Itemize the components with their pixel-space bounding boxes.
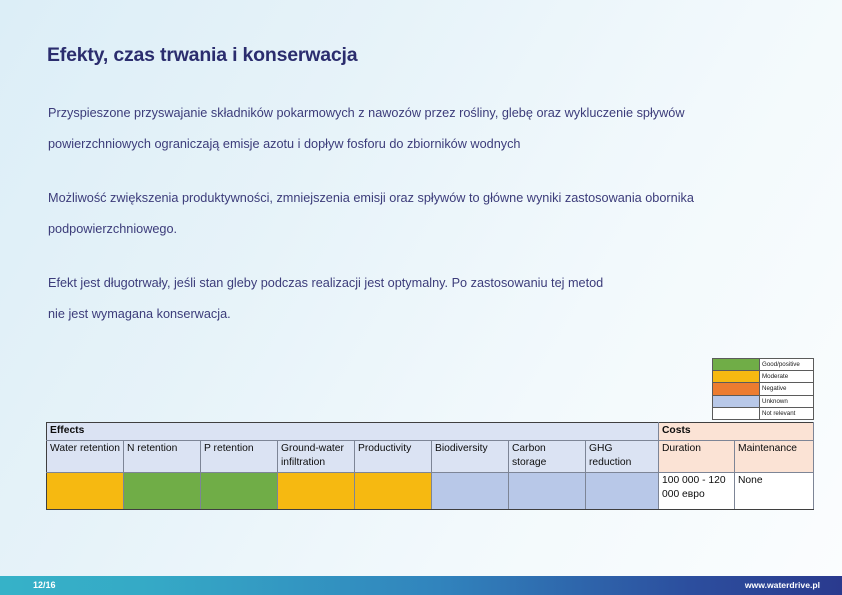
- column-header-carbon-storage: Carbon storage: [508, 439, 586, 473]
- rating-cell-water-retention: [46, 471, 124, 510]
- column-header-groundwater-infiltration: Ground-water infiltration: [277, 439, 355, 473]
- column-header-duration: Duration: [658, 439, 735, 473]
- legend-label-moderate: Moderate: [762, 373, 789, 381]
- value-cell-maintenance: None: [734, 471, 814, 510]
- column-header-maintenance: Maintenance: [734, 439, 814, 473]
- column-header-productivity: Productivity: [354, 439, 432, 473]
- section-header-effects: Effects: [46, 422, 659, 441]
- table-row: 100 000 - 120 000 евро None: [46, 471, 814, 510]
- paragraph-line: Przyspieszone przyswajanie składników po…: [48, 106, 685, 120]
- rating-cell-biodiversity: [431, 471, 509, 510]
- legend-swatch-negative: [713, 383, 760, 395]
- legend-item-good: Good/positive: [713, 359, 813, 372]
- page-title: Efekty, czas trwania i konserwacja: [47, 44, 358, 66]
- column-header-ghg-reduction: GHG reduction: [585, 439, 659, 473]
- legend-swatch-moderate: [713, 371, 760, 383]
- body-paragraph-3: Efekt jest długotrwały, jeśli stan gleby…: [48, 268, 788, 330]
- legend-label-notrelevant: Not relevant: [762, 409, 796, 417]
- paragraph-line: nie jest wymagana konserwacja.: [48, 307, 231, 321]
- column-header-p-retention: P retention: [200, 439, 278, 473]
- legend-swatch-notrelevant: [713, 407, 760, 419]
- rating-cell-groundwater-infiltration: [277, 471, 355, 510]
- table-section-row: Effects Costs: [46, 422, 814, 441]
- body-paragraph-1: Przyspieszone przyswajanie składników po…: [48, 98, 788, 160]
- footer-url: www.waterdrive.pl: [744, 580, 820, 590]
- paragraph-line: Efekt jest długotrwały, jeśli stan gleby…: [48, 276, 604, 290]
- body-paragraph-2: Możliwość zwiększenia produktywności, zm…: [48, 183, 788, 245]
- legend-label-good: Good/positive: [762, 361, 800, 368]
- legend-label-unknown: Unknown: [762, 397, 788, 405]
- paragraph-line: podpowierzchniowego.: [48, 222, 178, 236]
- column-header-biodiversity: Biodiversity: [431, 439, 509, 473]
- section-header-costs: Costs: [658, 422, 814, 441]
- table-header-row: Water retention N retention P retention …: [46, 439, 814, 473]
- legend-swatch-unknown: [713, 395, 760, 407]
- rating-cell-n-retention: [123, 471, 201, 510]
- legend-swatch-good: [713, 359, 760, 371]
- legend-item-notrelevant: Not relevant: [713, 407, 813, 419]
- legend-label-negative: Negative: [762, 385, 787, 393]
- rating-cell-p-retention: [200, 471, 278, 510]
- footer-bar: 12/16 www.waterdrive.pl: [0, 576, 842, 595]
- rating-cell-carbon-storage: [508, 471, 586, 510]
- rating-cell-productivity: [354, 471, 432, 510]
- paragraph-line: powierzchniowych ograniczają emisje azot…: [48, 137, 521, 151]
- column-header-water-retention: Water retention: [46, 439, 124, 473]
- legend-item-unknown: Unknown: [713, 395, 813, 408]
- slide-number: 12/16: [33, 580, 56, 590]
- value-cell-duration: 100 000 - 120 000 евро: [658, 471, 735, 510]
- legend-item-negative: Negative: [713, 383, 813, 396]
- rating-cell-ghg-reduction: [585, 471, 659, 510]
- effects-costs-table: Effects Costs Water retention N retentio…: [46, 422, 814, 510]
- legend-item-moderate: Moderate: [713, 371, 813, 384]
- column-header-n-retention: N retention: [123, 439, 201, 473]
- paragraph-line: Możliwość zwiększenia produktywności, zm…: [48, 191, 694, 205]
- legend: Good/positive Moderate Negative Unknown …: [712, 358, 814, 420]
